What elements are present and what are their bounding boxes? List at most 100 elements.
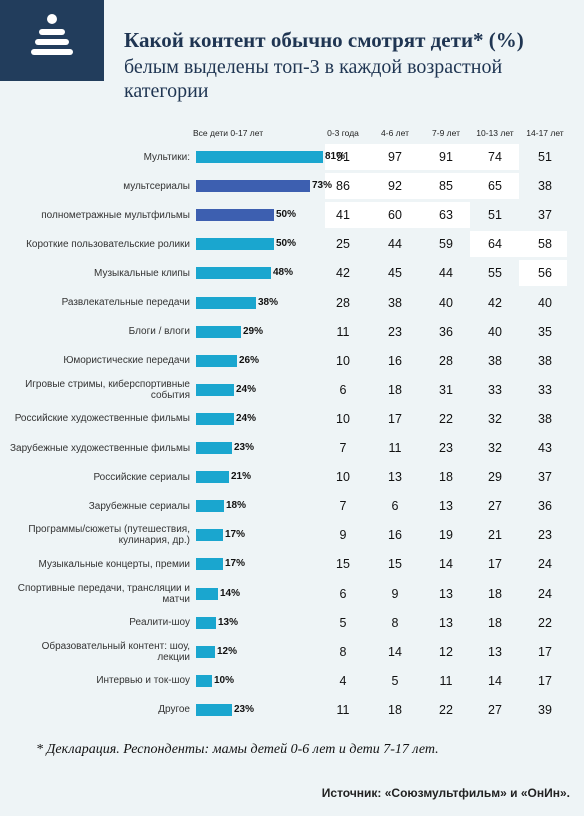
age-value-cell: 56	[538, 266, 552, 281]
age-value-cell: 91	[439, 150, 453, 164]
age-column-header: 14-17 лет	[526, 128, 564, 138]
top3-highlight	[519, 260, 567, 287]
age-value-cell: 16	[388, 528, 402, 543]
row-label: Зарубежные сериалы	[88, 500, 190, 512]
row-label: Музыкальные концерты, премии	[38, 558, 190, 570]
row-label: Развлекательные передачи	[61, 297, 190, 308]
age-value-cell: 32	[488, 441, 502, 455]
bar-value-label: 18%	[226, 500, 247, 512]
age-value-cell: 19	[439, 528, 453, 543]
age-value-cell: 18	[388, 382, 402, 397]
top3-highlight	[470, 231, 519, 258]
age-column-header: 7-9 лет	[432, 128, 460, 138]
bar-value-label: 29%	[243, 325, 264, 337]
age-value-cell: 40	[538, 295, 552, 310]
bar	[196, 296, 256, 309]
age-value-cell: 18	[388, 702, 402, 717]
age-value-cell: 25	[336, 237, 350, 252]
age-value-cell: 14	[488, 673, 502, 688]
age-value-cell: 24	[538, 586, 552, 601]
bar-value-label: 38%	[258, 296, 279, 308]
age-value-cell: 4	[339, 673, 347, 688]
age-value-cell: 12	[439, 644, 453, 659]
age-value-cell: 38	[488, 353, 502, 368]
age-value-cell: 36	[538, 499, 552, 514]
bar	[196, 151, 323, 163]
bar	[196, 645, 215, 658]
row-label: Музыкальные клипы	[94, 267, 190, 279]
bar-value-label: 23%	[234, 442, 255, 453]
bar-value-label: 48%	[273, 267, 294, 279]
age-value-cell: 18	[488, 586, 502, 601]
age-value-cell: 37	[538, 470, 552, 485]
age-value-cell: 18	[488, 615, 502, 630]
top3-highlight	[371, 173, 422, 200]
age-value-cell: 22	[439, 411, 453, 426]
age-value-cell: 23	[538, 528, 552, 543]
age-value-cell: 39	[538, 702, 552, 717]
bar-column-header: Все дети 0-17 лет	[193, 128, 264, 138]
age-value-cell: 8	[391, 615, 399, 630]
row-label: Мультики:	[143, 151, 190, 163]
row-label: Программы/сюжеты (путешествия, кулинария…	[28, 524, 190, 547]
age-value-cell: 42	[336, 266, 350, 281]
age-column-header: 10-13 лет	[476, 128, 514, 138]
row-label: полнометражные мультфильмы	[41, 209, 190, 221]
row-label: Блоги / влоги	[128, 326, 190, 338]
age-value-cell: 11	[388, 441, 402, 455]
age-value-cell: 91	[336, 150, 350, 164]
age-value-cell: 14	[439, 557, 453, 572]
bar	[196, 674, 212, 687]
age-value-cell: 6	[339, 382, 347, 397]
bar	[196, 412, 234, 425]
age-value-cell: 31	[439, 382, 453, 397]
age-value-cell: 17	[538, 644, 552, 659]
age-value-cell: 51	[488, 208, 502, 223]
top3-highlight	[325, 144, 371, 170]
age-value-cell: 13	[488, 644, 502, 659]
bar-value-label: 21%	[231, 471, 252, 483]
age-value-cell: 5	[391, 673, 399, 688]
age-value-cell: 22	[439, 702, 453, 717]
age-value-cell: 35	[538, 324, 552, 339]
age-value-cell: 7	[339, 441, 347, 455]
age-value-cell: 9	[391, 586, 399, 601]
logo-box	[0, 0, 104, 81]
top3-highlight	[371, 144, 422, 170]
bar-value-label: 73%	[312, 180, 333, 192]
bar	[196, 325, 241, 338]
age-value-cell: 65	[488, 179, 502, 194]
row-label: Образовательный контент: шоу, лекции	[41, 640, 190, 663]
age-value-cell: 5	[339, 615, 347, 630]
bar	[196, 703, 232, 716]
age-value-cell: 17	[388, 411, 402, 426]
age-value-cell: 11	[336, 324, 350, 339]
chart-title: Какой контент обычно смотрят дети* (%)	[124, 28, 524, 52]
top3-highlight	[371, 202, 422, 229]
age-value-cell: 13	[439, 615, 453, 630]
bar	[196, 587, 218, 600]
age-value-cell: 85	[439, 179, 453, 194]
age-value-cell: 21	[488, 528, 502, 543]
age-value-cell: 23	[439, 441, 453, 455]
age-value-cell: 60	[388, 208, 402, 223]
age-value-cell: 15	[388, 557, 402, 572]
bar	[196, 383, 234, 396]
chart-subtitle: белым выделены топ-3 в каждой возрастной…	[124, 56, 503, 102]
top3-highlight	[422, 202, 470, 229]
age-value-cell: 23	[388, 324, 402, 339]
row-label: Интервью и ток-шоу	[96, 675, 190, 687]
age-value-cell: 15	[336, 557, 350, 572]
top3-highlight	[470, 173, 519, 200]
age-value-cell: 9	[339, 528, 347, 543]
bar-value-label: 50%	[276, 238, 297, 250]
row-label: Игровые стримы, киберспортивные события	[25, 378, 190, 401]
bar-value-label: 13%	[218, 616, 239, 628]
age-value-cell: 11	[336, 702, 350, 717]
row-label: Спортивные передачи, трансляции и матчи	[17, 582, 190, 605]
age-value-cell: 44	[388, 237, 402, 252]
age-value-cell: 37	[538, 208, 552, 223]
row-label: Реалити-шоу	[129, 617, 190, 629]
row-label: Другое	[158, 704, 190, 716]
age-value-cell: 36	[439, 324, 453, 339]
